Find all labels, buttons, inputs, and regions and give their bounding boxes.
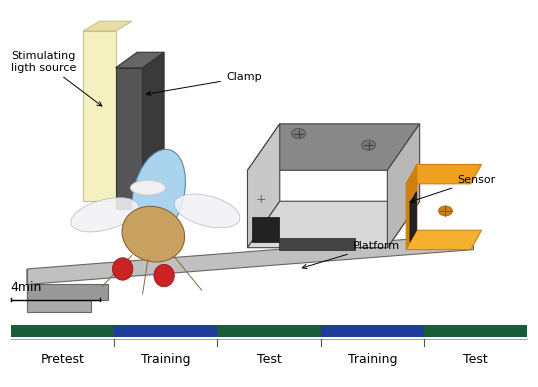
Polygon shape [406, 164, 417, 250]
FancyBboxPatch shape [217, 325, 321, 337]
Polygon shape [406, 230, 482, 250]
Polygon shape [247, 201, 420, 248]
Text: Clamp: Clamp [146, 72, 261, 96]
Text: Sensor: Sensor [410, 175, 495, 203]
Text: +: + [256, 193, 266, 206]
Ellipse shape [131, 180, 166, 195]
Text: 4min: 4min [11, 281, 42, 294]
Polygon shape [116, 68, 143, 209]
Text: Training: Training [348, 353, 397, 366]
Ellipse shape [71, 198, 139, 232]
Ellipse shape [112, 258, 133, 280]
Ellipse shape [154, 264, 174, 287]
Polygon shape [387, 124, 420, 248]
Polygon shape [143, 52, 164, 209]
Text: Pretest: Pretest [40, 353, 84, 366]
Ellipse shape [122, 206, 185, 262]
Polygon shape [279, 238, 355, 250]
Polygon shape [27, 284, 108, 300]
FancyBboxPatch shape [321, 325, 424, 337]
Polygon shape [83, 31, 116, 201]
Polygon shape [27, 234, 473, 284]
Circle shape [438, 206, 452, 216]
Text: Platform: Platform [302, 241, 400, 269]
Text: Test: Test [463, 353, 488, 366]
FancyBboxPatch shape [114, 325, 217, 337]
Text: Stimulating
ligth source: Stimulating ligth source [11, 51, 102, 106]
Polygon shape [247, 124, 420, 170]
Polygon shape [406, 164, 482, 184]
Polygon shape [247, 124, 280, 248]
Text: Test: Test [257, 353, 281, 366]
Ellipse shape [174, 194, 240, 228]
Circle shape [362, 140, 376, 150]
FancyBboxPatch shape [424, 325, 527, 337]
Ellipse shape [132, 149, 186, 238]
Circle shape [292, 128, 306, 139]
Polygon shape [116, 52, 164, 68]
Polygon shape [252, 217, 279, 242]
Text: Training: Training [141, 353, 190, 366]
Polygon shape [410, 192, 416, 242]
Polygon shape [83, 21, 132, 31]
Polygon shape [27, 300, 91, 312]
FancyBboxPatch shape [11, 325, 114, 337]
